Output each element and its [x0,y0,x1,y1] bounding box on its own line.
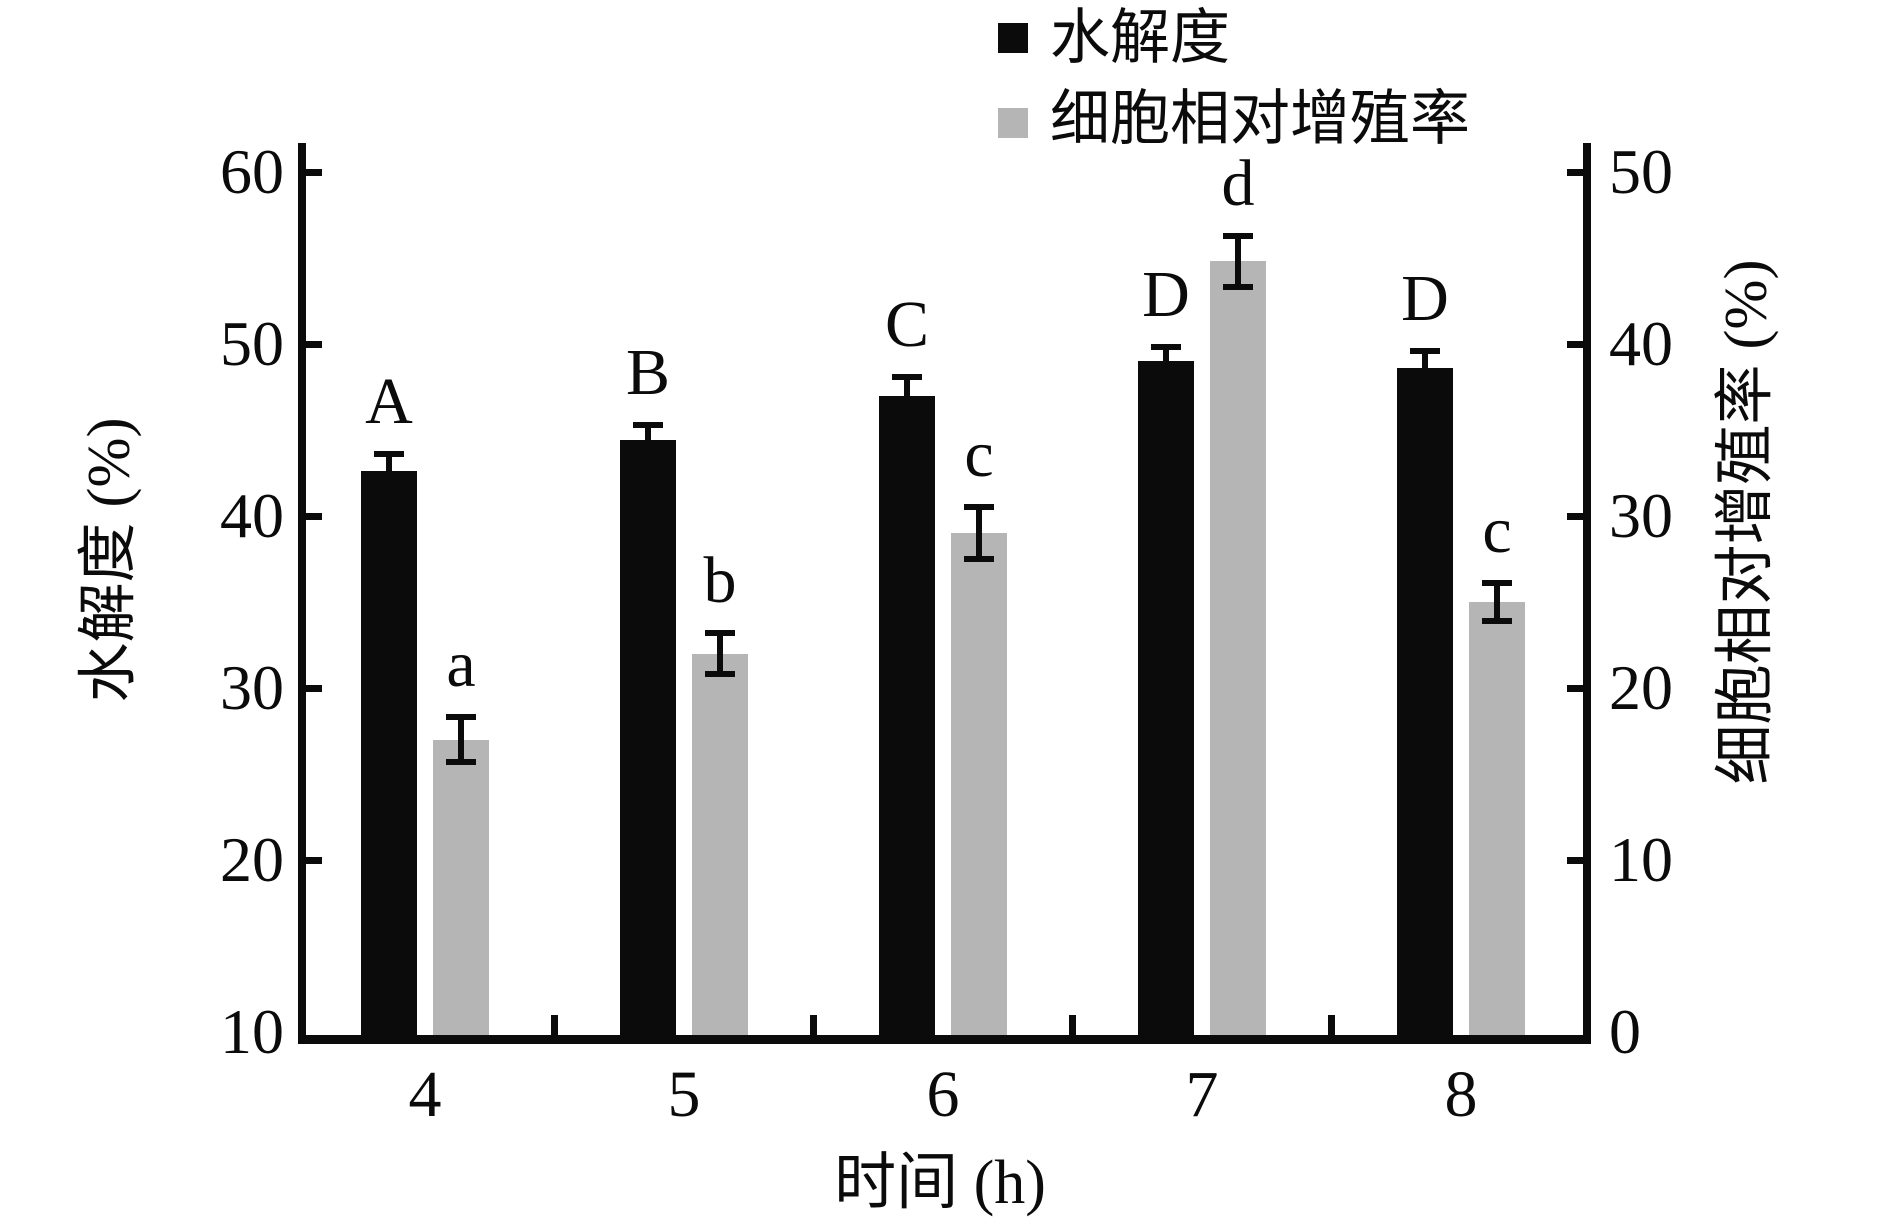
y-axis-right-tick-label: 20 [1609,652,1673,723]
sig-label-c: c [1482,494,1512,568]
y-axis-right-tick [1567,684,1583,692]
y-axis-left-tick [306,512,322,520]
bar-proliferation-7 [1210,261,1266,1039]
y-axis-right-title: 细胞相对增殖率 (%) [1712,259,1779,785]
sig-label-a: a [446,628,476,702]
sig-label-B: B [625,335,671,409]
y-axis-right-tick-label: 10 [1609,824,1673,895]
error-bar-stem [386,454,392,489]
y-axis-right-tick-label: 40 [1609,308,1673,379]
x-axis-tick [551,1015,558,1035]
error-bar-cap-top [1410,347,1440,354]
y-axis-right-tick-label: 0 [1609,996,1641,1067]
y-axis-right-tick [1567,856,1583,864]
x-axis-title: 时间 (h) [834,1149,1046,1217]
y-axis-left-tick [306,856,322,864]
error-bar-cap-bottom [1482,617,1512,624]
sig-label-D: D [1401,261,1449,335]
error-bar-cap-top [1223,232,1253,239]
sig-label-b: b [703,543,737,617]
error-bar-cap-bottom [892,411,922,418]
y-axis-right-tick-label: 50 [1609,136,1673,207]
y-axis-right-tick [1567,168,1583,176]
bar-hydrolysis-4 [361,471,417,1039]
x-tick-label-6: 6 [926,1058,960,1131]
x-axis-tick [1328,1015,1335,1035]
bar-proliferation-5 [692,653,748,1039]
legend-item-cell-proliferation: 细胞相对增殖率 [998,86,1498,152]
y-axis-left-tick-label: 40 [220,480,284,551]
bar-hydrolysis-7 [1138,361,1194,1039]
error-bar-cap-bottom [374,485,404,492]
x-axis-tick [810,1015,817,1035]
error-bar-cap-bottom [1410,382,1440,389]
y-axis-left-tick-label: 20 [220,824,284,895]
black-square-swatch-icon [998,23,1028,53]
sig-label-c: c [964,418,994,492]
bar-hydrolysis-5 [620,440,676,1039]
error-bar-cap-bottom [1151,371,1181,378]
error-bar-cap-bottom [1223,284,1253,291]
error-bar-stem [645,424,651,456]
error-bar-stem [717,632,723,675]
y-axis-left-line [298,143,306,1044]
error-bar-stem [1163,347,1169,375]
error-bar-cap-bottom [633,452,663,459]
y-axis-right-line [1583,143,1591,1044]
error-bar-cap-top [892,373,922,380]
x-tick-label-7: 7 [1185,1058,1219,1131]
sig-label-D: D [1142,258,1190,332]
bar-proliferation-6 [951,533,1007,1039]
error-bar-cap-top [705,629,735,636]
y-axis-left-title: 水解度 (%) [75,417,142,703]
legend-label-cell-proliferation: 细胞相对增殖率 [1050,86,1470,152]
x-tick-label-5: 5 [667,1058,701,1131]
y-axis-left-tick [306,168,322,176]
bar-proliferation-8 [1469,602,1525,1039]
sig-label-A: A [365,365,413,439]
y-axis-left-tick-label: 10 [220,996,284,1067]
legend-item-hydrolysis: 水解度 [998,5,1418,71]
x-tick-label-4: 4 [408,1058,442,1131]
error-bar-cap-bottom [446,758,476,765]
bar-proliferation-4 [433,739,489,1039]
sig-label-C: C [884,287,930,361]
gray-square-swatch-icon [998,108,1028,138]
y-axis-right-tick-label: 30 [1609,480,1673,551]
y-axis-left-tick [306,684,322,692]
error-bar-stem [1494,583,1500,621]
error-bar-cap-top [1151,344,1181,351]
error-bar-cap-top [374,451,404,458]
error-bar-stem [1235,235,1241,288]
bar-hydrolysis-6 [879,395,935,1039]
y-axis-left-tick-label: 60 [220,136,284,207]
sig-label-d: d [1221,146,1255,220]
y-axis-right-tick [1567,340,1583,348]
error-bar-stem [1422,350,1428,386]
error-bar-stem [976,507,982,559]
x-tick-label-8: 8 [1444,1058,1478,1131]
error-bar-stem [904,376,910,415]
error-bar-cap-top [633,421,663,428]
y-axis-left-tick [306,340,322,348]
x-axis-tick [1069,1015,1076,1035]
error-bar-cap-bottom [964,556,994,562]
error-bar-cap-top [1482,580,1512,587]
legend-label-hydrolysis: 水解度 [1050,5,1230,71]
x-axis-line [298,1035,1591,1044]
error-bar-stem [458,717,464,762]
y-axis-right-tick [1567,512,1583,520]
y-axis-left-tick-label: 50 [220,308,284,379]
error-bar-cap-top [964,504,994,511]
error-bar-cap-bottom [705,671,735,678]
bar-hydrolysis-8 [1397,368,1453,1039]
error-bar-cap-top [446,714,476,721]
y-axis-left-tick-label: 30 [220,652,284,723]
